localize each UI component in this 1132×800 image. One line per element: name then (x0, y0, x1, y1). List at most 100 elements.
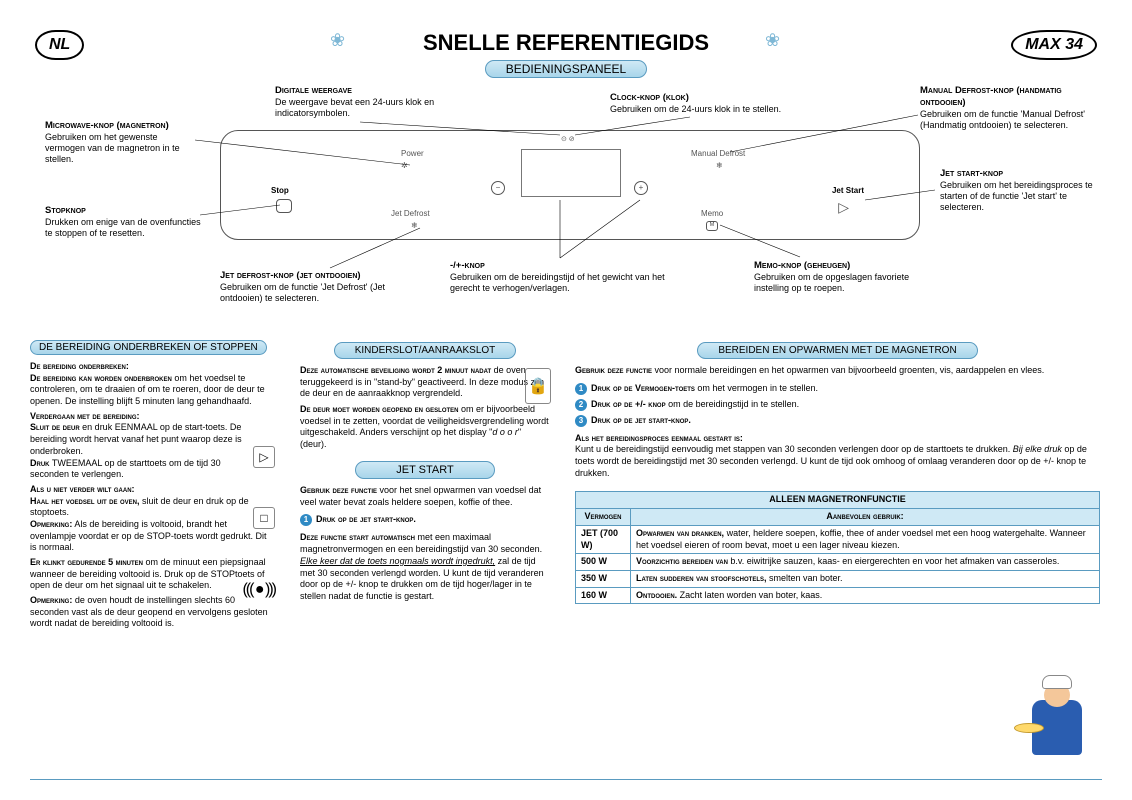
c2bp2c: Elke keer dat de toets nogmaals wordt in… (300, 556, 495, 566)
c2bp1a: Gebruik deze functie (300, 485, 377, 495)
table-title: ALLEEN MAGNETRONFUNCTIE (576, 492, 1100, 509)
play-icon: ▷ (253, 446, 275, 468)
c3s2b: om de bereidingstijd in te stellen. (666, 399, 800, 409)
stop-label: Stop (271, 186, 289, 195)
c1p2h: Verdergaan met de bereiding: (30, 411, 140, 421)
power-icon: ✲ (401, 161, 408, 170)
panel-heading: BEDIENINGSPANEEL (485, 60, 647, 78)
bullet-1b: 1 (575, 383, 587, 395)
callout-jetdefrost-t: Gebruiken om de functie 'Jet Defrost' (J… (220, 282, 385, 303)
c2p2a: De deur moet worden geopend en gesloten (300, 404, 459, 414)
stop-button-icon (276, 199, 292, 213)
col1: DE BEREIDING ONDERBREKEN OF STOPPEN De b… (30, 340, 275, 630)
r0a: Opwarmen van dranken, (636, 528, 724, 538)
c2p2c: d o o r (492, 427, 518, 437)
callout-memo-h: Memo-knop (geheugen) (754, 260, 934, 272)
bullet-2: 2 (575, 399, 587, 411)
c1p3c: Opmerking: (30, 519, 72, 529)
c3p2b: Bij elke druk (1013, 444, 1062, 454)
c2bstep1: Druk op de jet start-knop. (316, 514, 416, 524)
c3s3: Druk op de jet start-knop. (591, 415, 691, 425)
chef-illustration (1012, 675, 1092, 765)
callout-jetstart: Jet start-knop Gebruiken om het bereidin… (940, 168, 1105, 214)
col2b-heading: JET START (355, 461, 494, 479)
c1p2a: Sluit de deur (30, 422, 80, 432)
c3p1b: voor normale bereidingen en het opwarmen… (652, 365, 1044, 375)
badge-nl: NL (35, 30, 84, 60)
memo-label: Memo (701, 209, 723, 218)
c2p1a: Deze automatische beveiliging wordt 2 mi… (300, 365, 491, 375)
jetdefrost-icon: ❄ (411, 221, 418, 230)
sound-icon: ((( ● ))) (242, 580, 275, 601)
r0w: JET (700 W) (576, 525, 631, 553)
stop-icon: □ (253, 507, 275, 529)
callout-microwave: Microwave-knop (magnetron) Gebruiken om … (45, 120, 195, 166)
manualdefrost-label: Manual Defrost (691, 149, 745, 158)
th-power: Vermogen (576, 509, 631, 526)
col2a-heading: KINDERSLOT/AANRAAKSLOT (334, 342, 517, 359)
callout-manual: Manual Defrost-knop (handmatig ontdooien… (920, 85, 1105, 131)
r2w: 350 W (576, 570, 631, 587)
jetstart-icon: ▷ (838, 199, 849, 216)
callout-stop: Stopknop Drukken om enige van de ovenfun… (45, 205, 205, 239)
c3p2a: Kunt u de bereidingstijd eenvoudig met s… (575, 444, 1013, 454)
jetdefrost-label: Jet Defrost (391, 209, 430, 218)
r3a: Ontdooien. (636, 590, 677, 600)
callout-digital-h: Digitale weergave (275, 85, 445, 97)
r1w: 500 W (576, 554, 631, 571)
callout-clock: Clock-knop (klok) Gebruiken om de 24-uur… (610, 92, 840, 115)
memo-icon: M (706, 221, 718, 231)
manualdefrost-icon: ❄ (716, 161, 723, 170)
col2: KINDERSLOT/AANRAAKSLOT Deze automatische… (300, 340, 550, 603)
c2bp2a: Deze functie start automatisch (300, 532, 415, 542)
decor-leaf-left (330, 30, 360, 50)
c3s1: Druk op de Vermogen-toets (591, 383, 695, 393)
r2a: Laten sudderen van stoofschotels, (636, 573, 767, 583)
control-panel-diagram: Stop Power ✲ Jet Defrost ❄ − + ⊙ ⊘ Manua… (220, 130, 920, 240)
power-table: ALLEEN MAGNETRONFUNCTIE VermogenAanbevol… (575, 491, 1100, 604)
bullet-1: 1 (300, 514, 312, 526)
callout-memo-t: Gebruiken om de opgeslagen favoriete ins… (754, 272, 909, 293)
callout-jetdefrost: Jet defrost-knop (jet ontdooien) Gebruik… (220, 270, 430, 304)
page-title: SNELLE REFERENTIEGIDS (30, 30, 1102, 56)
footer-rule (30, 779, 1102, 780)
callout-stop-t: Drukken om enige van de ovenfuncties te … (45, 217, 201, 238)
callout-jetstart-t: Gebruiken om het bereidingsproces te sta… (940, 180, 1093, 213)
callout-manual-h: Manual Defrost-knop (handmatig ontdooien… (920, 85, 1105, 109)
c1p2c: Druk (30, 458, 50, 468)
col1-heading: DE BEREIDING ONDERBREKEN OF STOPPEN (30, 340, 267, 355)
callout-clock-t: Gebruiken om de 24-uurs klok in te stell… (610, 104, 781, 114)
callout-jetdefrost-h: Jet defrost-knop (jet ontdooien) (220, 270, 430, 282)
callout-microwave-h: Microwave-knop (magnetron) (45, 120, 195, 132)
r2b: smelten van boter. (767, 573, 843, 583)
c3s2: Druk op de +/- knop (591, 399, 666, 409)
display-screen (521, 149, 621, 197)
callout-clock-h: Clock-knop (klok) (610, 92, 840, 104)
plus-button: + (634, 181, 648, 195)
c1p3a: Haal het voedsel uit de oven, (30, 496, 140, 506)
table-row: JET (700 W)Opwarmen van dranken, water, … (576, 525, 1100, 553)
col3-heading: BEREIDEN EN OPWARMEN MET DE MAGNETRON (697, 342, 977, 359)
callout-plusminus: -/+-knop Gebruiken om de bereidingstijd … (450, 260, 680, 294)
table-row: 500 W Voorzichtig bereiden van b.v. eiwit… (576, 554, 1100, 571)
c1p5a: Opmerking: (30, 595, 72, 605)
decor-leaf-right (765, 30, 795, 50)
r1b: b.v. eiwitrijke sauzen, kaas- en eierger… (728, 556, 1060, 566)
c1p3h: Als u niet verder wilt gaan: (30, 484, 135, 494)
table-row: 160 WOntdooien. Zacht laten worden van b… (576, 587, 1100, 604)
col3: BEREIDEN EN OPWARMEN MET DE MAGNETRON Ge… (575, 340, 1100, 604)
callout-microwave-t: Gebruiken om het gewenste vermogen van d… (45, 132, 180, 165)
callout-manual-t: Gebruiken om de functie 'Manual Defrost'… (920, 109, 1085, 130)
badge-model: MAX 34 (1011, 30, 1097, 60)
minus-button: − (491, 181, 505, 195)
callout-digital: Digitale weergave De weergave bevat een … (275, 85, 445, 119)
callout-stop-h: Stopknop (45, 205, 205, 217)
callout-jetstart-h: Jet start-knop (940, 168, 1105, 180)
power-label: Power (401, 149, 424, 158)
callout-plusminus-t: Gebruiken om de bereidingstijd of het ge… (450, 272, 665, 293)
c3p1a: Gebruik deze functie (575, 365, 652, 375)
c3p2h: Als het bereidingsproces eenmaal gestart… (575, 433, 743, 443)
r1a: Voorzichtig bereiden van (636, 556, 728, 566)
c1p2d: TWEEMAAL op de starttoets om de tijd 30 … (30, 458, 221, 480)
callout-digital-t: De weergave bevat een 24-uurs klok en in… (275, 97, 434, 118)
